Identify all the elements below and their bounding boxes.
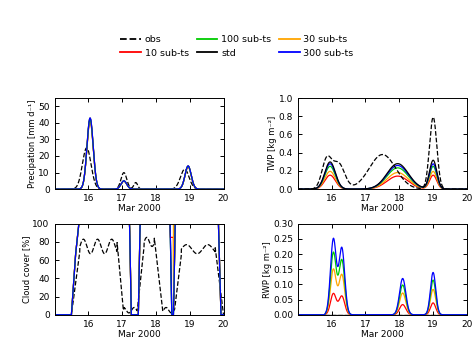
X-axis label: Mar 2000: Mar 2000 <box>361 204 404 213</box>
X-axis label: Mar 2000: Mar 2000 <box>361 330 404 339</box>
Legend: obs, 10 sub-ts, 100 sub-ts, std, 30 sub-ts, 300 sub-ts: obs, 10 sub-ts, 100 sub-ts, std, 30 sub-… <box>120 35 354 58</box>
Y-axis label: Cloud cover [%]: Cloud cover [%] <box>22 236 31 303</box>
X-axis label: Mar 2000: Mar 2000 <box>118 330 160 339</box>
Y-axis label: Precipation [mm d⁻¹]: Precipation [mm d⁻¹] <box>28 99 37 188</box>
X-axis label: Mar 2000: Mar 2000 <box>118 204 160 213</box>
Y-axis label: RWP [kg m⁻²]: RWP [kg m⁻²] <box>263 241 272 298</box>
Y-axis label: TWP [kg m⁻²]: TWP [kg m⁻²] <box>268 116 277 172</box>
